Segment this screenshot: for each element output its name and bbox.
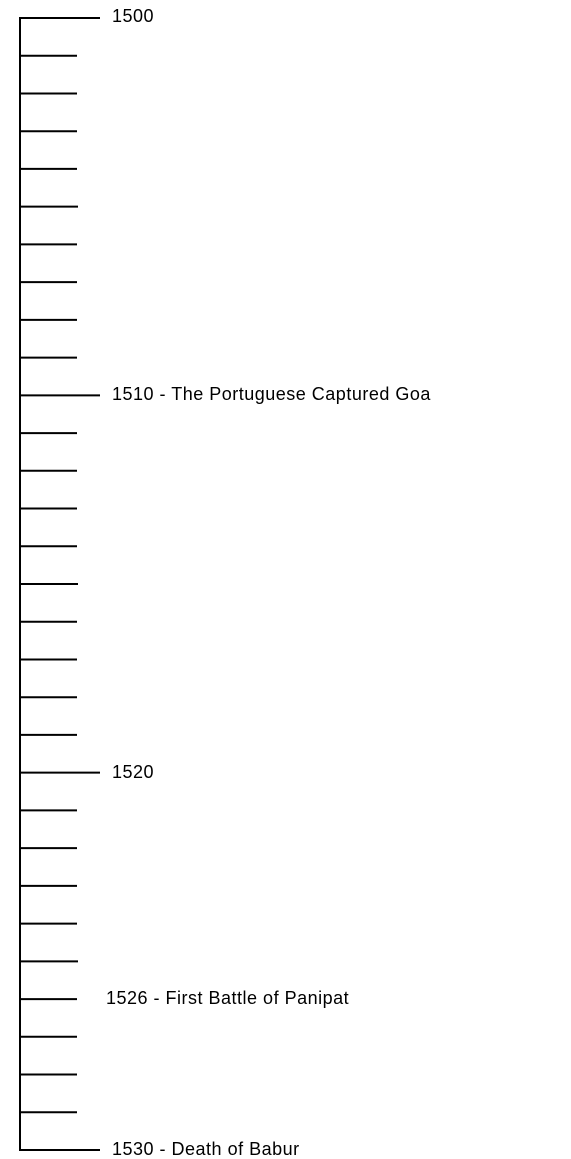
- timeline-axis: [19, 17, 100, 1151]
- event-label: 1510 - The Portuguese Captured Goa: [112, 384, 431, 404]
- event-label: 1526 - First Battle of Panipat: [106, 988, 349, 1008]
- event-label: 1520: [112, 762, 154, 782]
- event-label: 1500: [112, 6, 154, 26]
- event-label: 1530 - Death of Babur: [112, 1139, 300, 1159]
